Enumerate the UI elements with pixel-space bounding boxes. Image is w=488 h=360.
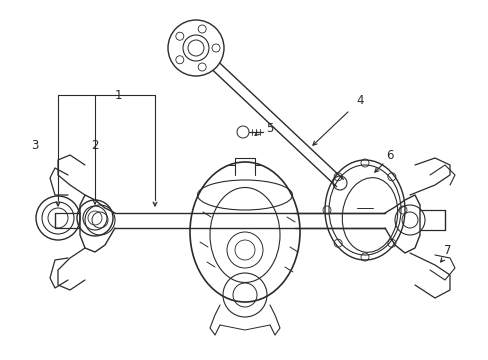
Text: 2: 2 (91, 139, 99, 152)
Text: 4: 4 (356, 94, 363, 107)
Text: 1: 1 (114, 89, 122, 102)
Text: 7: 7 (443, 243, 451, 256)
Text: 3: 3 (31, 139, 39, 152)
Text: 5: 5 (266, 122, 273, 135)
Text: 6: 6 (386, 149, 393, 162)
